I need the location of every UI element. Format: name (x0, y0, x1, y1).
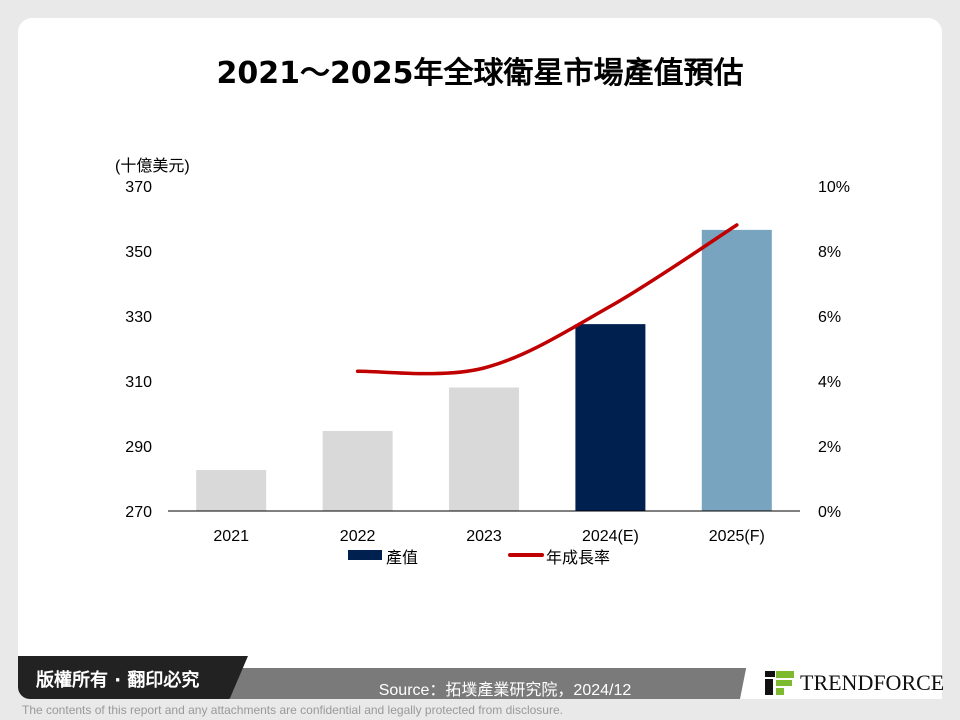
y2-tick-label: 10% (818, 179, 850, 196)
copyright-badge (18, 656, 248, 699)
y2-tick-label: 2% (818, 439, 841, 456)
y-tick-label: 370 (125, 179, 152, 196)
source-text: Source：拓墣產業研究院，2024/12 (378, 682, 632, 699)
y2-tick-label: 4% (818, 374, 841, 391)
y-tick-label: 290 (125, 439, 152, 456)
footer-bar (230, 668, 770, 699)
y-tick-label: 350 (125, 244, 152, 261)
x-tick-label: 2024(E) (582, 528, 639, 545)
y-tick-label: 310 (125, 374, 152, 391)
x-tick-label: 2022 (340, 528, 376, 545)
y2-tick-label: 0% (818, 504, 841, 521)
legend-swatch-bar (348, 550, 382, 560)
bar-2023 (449, 387, 519, 511)
disclaimer: The contents of this report and any atta… (22, 703, 563, 717)
bar-2021 (196, 470, 267, 511)
copyright-text: 版權所有 · 翻印必究 (36, 670, 200, 691)
y-tick-label: 330 (125, 309, 152, 326)
brand-text: TRENDFORCE (800, 670, 945, 695)
y2-tick-label: 6% (818, 309, 841, 326)
x-tick-label: 2021 (213, 528, 249, 545)
slide-card (18, 18, 942, 698)
bar-2024(E) (575, 324, 646, 511)
x-tick-label: 2025(F) (709, 528, 765, 545)
trendforce-logo (740, 638, 942, 699)
legend-label-line: 年成長率 (546, 549, 610, 567)
y-tick-label: 270 (125, 504, 152, 521)
y-axis-label: (十億美元) (115, 157, 190, 175)
growth-rate-line (355, 223, 739, 376)
legend-label-bar: 產值 (386, 549, 418, 567)
x-tick-label: 2023 (466, 528, 502, 545)
bar-2022 (322, 431, 393, 511)
bar-2025(F) (701, 229, 772, 511)
chart-title: 2021～2025年全球衛星市場產值預估 (216, 56, 744, 91)
y2-tick-label: 8% (818, 244, 841, 261)
